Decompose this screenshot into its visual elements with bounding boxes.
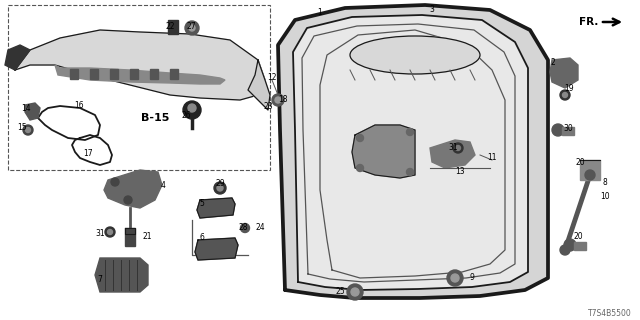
Text: 9: 9	[470, 274, 474, 283]
Text: 19: 19	[564, 84, 574, 92]
Circle shape	[564, 239, 576, 251]
Circle shape	[356, 134, 364, 141]
Text: 10: 10	[600, 191, 610, 201]
Text: 26: 26	[181, 110, 191, 119]
Polygon shape	[293, 15, 528, 290]
Bar	[70, 69, 78, 79]
Circle shape	[552, 124, 564, 136]
Circle shape	[275, 97, 281, 103]
Text: 5: 5	[200, 198, 204, 207]
Text: T7S4B5500: T7S4B5500	[588, 308, 632, 317]
Text: 30: 30	[563, 124, 573, 132]
Ellipse shape	[350, 36, 480, 74]
Polygon shape	[195, 238, 238, 260]
Text: 14: 14	[21, 103, 31, 113]
Circle shape	[451, 274, 459, 282]
Bar	[574, 242, 586, 250]
Text: FR.: FR.	[579, 17, 598, 27]
Polygon shape	[550, 58, 578, 88]
Polygon shape	[197, 198, 235, 218]
Text: 11: 11	[487, 153, 497, 162]
Bar	[580, 160, 600, 180]
Text: 29: 29	[215, 179, 225, 188]
Text: 16: 16	[74, 100, 84, 109]
Circle shape	[351, 288, 359, 296]
Bar	[150, 69, 158, 79]
Bar	[170, 69, 178, 79]
Text: 12: 12	[268, 73, 276, 82]
Text: 17: 17	[83, 148, 93, 157]
Circle shape	[560, 245, 570, 255]
Polygon shape	[430, 140, 475, 168]
Text: 25: 25	[335, 287, 345, 297]
Text: 28: 28	[238, 222, 248, 231]
Bar	[562, 127, 574, 135]
Text: 20: 20	[573, 231, 583, 241]
Circle shape	[183, 101, 201, 119]
Circle shape	[447, 270, 463, 286]
Circle shape	[111, 178, 119, 186]
Polygon shape	[5, 45, 30, 70]
Polygon shape	[95, 258, 148, 292]
Text: 24: 24	[255, 222, 265, 231]
Text: 1: 1	[317, 7, 323, 17]
Polygon shape	[55, 65, 225, 84]
Text: 23: 23	[263, 101, 273, 110]
Circle shape	[272, 94, 284, 106]
Text: 31: 31	[95, 228, 105, 237]
Bar	[125, 228, 135, 246]
Text: 21: 21	[142, 231, 152, 241]
Bar	[90, 69, 98, 79]
Polygon shape	[104, 170, 162, 208]
Circle shape	[241, 223, 250, 233]
Polygon shape	[15, 30, 265, 100]
Circle shape	[185, 21, 199, 35]
Polygon shape	[25, 103, 40, 120]
Circle shape	[189, 25, 195, 31]
Bar	[8, 5, 270, 170]
Text: 2: 2	[550, 58, 556, 67]
Circle shape	[406, 169, 413, 175]
Text: 3: 3	[429, 4, 435, 13]
Text: 4: 4	[161, 180, 165, 189]
Text: 13: 13	[455, 166, 465, 175]
Polygon shape	[278, 5, 548, 298]
Text: 15: 15	[17, 123, 27, 132]
Text: 31: 31	[448, 142, 458, 151]
Circle shape	[356, 164, 364, 172]
Text: 27: 27	[186, 21, 196, 30]
Text: 6: 6	[200, 233, 204, 242]
Text: 7: 7	[97, 276, 102, 284]
Circle shape	[560, 90, 570, 100]
Circle shape	[188, 104, 196, 112]
Polygon shape	[320, 30, 505, 278]
Circle shape	[23, 125, 33, 135]
Circle shape	[214, 182, 226, 194]
Circle shape	[217, 185, 223, 191]
Circle shape	[585, 170, 595, 180]
Bar	[168, 20, 178, 34]
Polygon shape	[248, 60, 270, 110]
Text: 8: 8	[603, 178, 607, 187]
Text: 18: 18	[278, 94, 288, 103]
Circle shape	[108, 229, 113, 235]
Text: B-15: B-15	[141, 113, 169, 123]
Bar	[130, 69, 138, 79]
Circle shape	[406, 129, 413, 135]
Text: 20: 20	[575, 157, 585, 166]
Circle shape	[456, 146, 461, 150]
Circle shape	[124, 196, 132, 204]
Circle shape	[453, 143, 463, 153]
Polygon shape	[352, 125, 415, 178]
Circle shape	[563, 92, 568, 98]
Circle shape	[26, 127, 31, 132]
Bar	[110, 69, 118, 79]
Text: 22: 22	[165, 21, 175, 30]
Circle shape	[347, 284, 363, 300]
Circle shape	[105, 227, 115, 237]
